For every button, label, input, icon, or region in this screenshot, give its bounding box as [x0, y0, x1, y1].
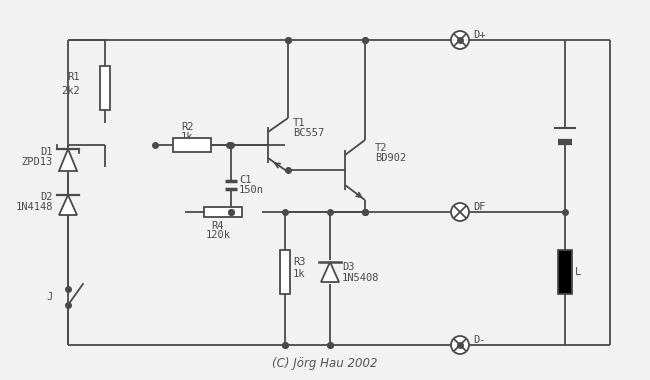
- Text: R2: R2: [181, 122, 193, 132]
- Text: 150n: 150n: [239, 185, 264, 195]
- Text: BC557: BC557: [293, 128, 324, 138]
- Bar: [173, 138, 211, 152]
- Polygon shape: [59, 195, 77, 215]
- Text: D+: D+: [473, 30, 486, 40]
- Bar: [204, 207, 242, 217]
- Bar: [100, 65, 110, 109]
- Text: T1: T1: [293, 118, 306, 128]
- Bar: [558, 250, 572, 294]
- Text: D1: D1: [40, 147, 53, 157]
- Text: 120k: 120k: [205, 230, 231, 240]
- Text: R3: R3: [293, 257, 306, 267]
- Text: 1k: 1k: [293, 269, 306, 279]
- Circle shape: [451, 203, 469, 221]
- Text: T2: T2: [375, 143, 387, 153]
- Text: R1: R1: [68, 73, 80, 82]
- Text: C1: C1: [239, 175, 252, 185]
- Text: L: L: [575, 267, 581, 277]
- Polygon shape: [59, 149, 77, 171]
- Text: D2: D2: [40, 192, 53, 202]
- Text: DF: DF: [473, 202, 486, 212]
- Text: (C) Jörg Hau 2002: (C) Jörg Hau 2002: [272, 358, 378, 370]
- Text: R4: R4: [212, 221, 224, 231]
- Circle shape: [451, 31, 469, 49]
- Text: 1N4148: 1N4148: [16, 202, 53, 212]
- Text: ZPD13: ZPD13: [21, 157, 53, 167]
- Circle shape: [451, 336, 469, 354]
- Text: 1N5408: 1N5408: [342, 273, 380, 283]
- Polygon shape: [321, 262, 339, 282]
- Text: BD902: BD902: [375, 153, 406, 163]
- Text: J: J: [47, 292, 53, 302]
- Text: D3: D3: [342, 262, 354, 272]
- Text: D-: D-: [473, 335, 486, 345]
- Text: 2k2: 2k2: [61, 86, 80, 95]
- Bar: [280, 250, 290, 294]
- Text: 1k: 1k: [181, 132, 193, 142]
